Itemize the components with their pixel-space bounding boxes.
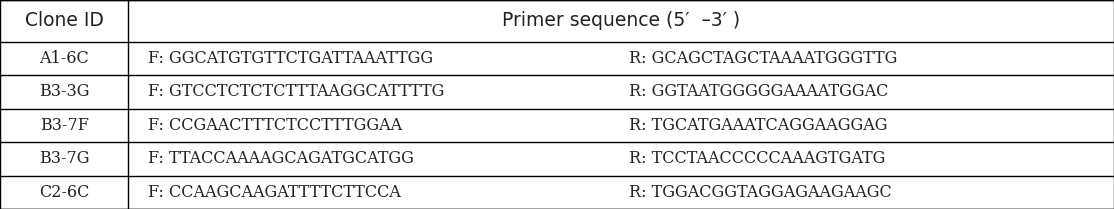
Text: F: GTCCTCTCTCTTTAAGGCATTTTG: F: GTCCTCTCTCTTTAAGGCATTTTG (148, 83, 444, 101)
Text: F: GGCATGTGTTCTGATTAAATTGG: F: GGCATGTGTTCTGATTAAATTGG (148, 50, 433, 67)
Text: R: GCAGCTAGCTAAAATGGGTTG: R: GCAGCTAGCTAAAATGGGTTG (629, 50, 898, 67)
Text: C2-6C: C2-6C (39, 184, 89, 201)
Text: F: CCAAGCAAGATTTTCTTCCA: F: CCAAGCAAGATTTTCTTCCA (148, 184, 401, 201)
Text: R: TGGACGGTAGGAGAAGAAGC: R: TGGACGGTAGGAGAAGAAGC (629, 184, 892, 201)
Text: B3-3G: B3-3G (39, 83, 89, 101)
Text: B3-7G: B3-7G (39, 150, 89, 167)
Text: A1-6C: A1-6C (39, 50, 89, 67)
Text: Clone ID: Clone ID (25, 11, 104, 30)
Text: R: TGCATGAAATCAGGAAGGAG: R: TGCATGAAATCAGGAAGGAG (629, 117, 888, 134)
Text: F: TTACCAAAAGCAGATGCATGG: F: TTACCAAAAGCAGATGCATGG (148, 150, 414, 167)
Text: F: CCGAACTTTCTCCTTTGGAA: F: CCGAACTTTCTCCTTTGGAA (148, 117, 402, 134)
Text: Primer sequence (5′  –3′ ): Primer sequence (5′ –3′ ) (502, 11, 740, 30)
Text: R: TCCTAACCCCCAAAGTGATG: R: TCCTAACCCCCAAAGTGATG (629, 150, 886, 167)
Text: B3-7F: B3-7F (40, 117, 88, 134)
Text: R: GGTAATGGGGGAAAATGGAC: R: GGTAATGGGGGAAAATGGAC (629, 83, 889, 101)
